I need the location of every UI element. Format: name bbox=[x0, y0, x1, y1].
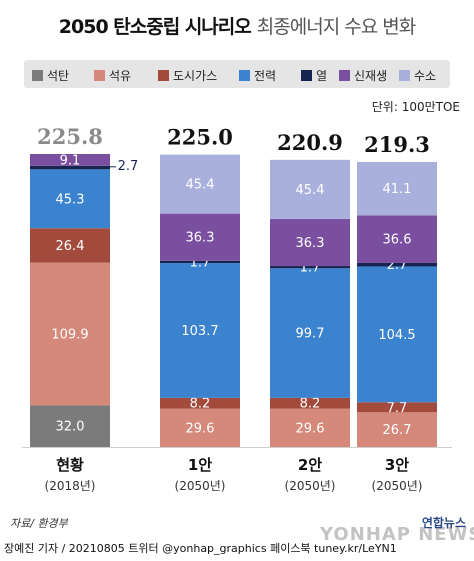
watermark-logo: 연합뉴스 bbox=[421, 516, 466, 530]
data-label: 99.7 bbox=[296, 327, 325, 342]
legend-swatch bbox=[94, 70, 105, 81]
data-label: 9.1 bbox=[60, 153, 81, 168]
bar-segment bbox=[160, 154, 240, 214]
data-label: 45.4 bbox=[296, 183, 325, 198]
data-label: 7.7 bbox=[387, 401, 408, 416]
bar-segment bbox=[30, 153, 110, 166]
bar-segment bbox=[30, 169, 110, 229]
legend-swatch bbox=[301, 70, 312, 81]
data-label: 29.6 bbox=[296, 421, 325, 436]
bar-segment bbox=[270, 397, 350, 409]
bar-segment bbox=[160, 260, 240, 264]
bar-segment bbox=[357, 266, 437, 403]
legend-label: 열 bbox=[316, 69, 328, 83]
legend-label: 석유 bbox=[109, 69, 132, 83]
total-label: 219.3 bbox=[364, 132, 430, 157]
category-label: 3안 bbox=[385, 456, 409, 474]
legend-item-coal: 석탄 bbox=[32, 67, 69, 84]
legend-swatch bbox=[158, 70, 169, 81]
category-label: 현황 bbox=[56, 456, 84, 474]
data-label: 36.6 bbox=[383, 233, 412, 248]
category-sublabel: (2050년) bbox=[175, 479, 226, 493]
data-label: 103.7 bbox=[181, 324, 218, 339]
bar-segment bbox=[270, 159, 350, 219]
bar-segment bbox=[357, 412, 437, 447]
category-sublabel: (2050년) bbox=[285, 479, 336, 493]
bar-segment bbox=[30, 165, 110, 170]
category-sublabel: (2018년) bbox=[45, 479, 96, 493]
bar-segment bbox=[357, 402, 437, 413]
legend-item-heat: 열 bbox=[301, 67, 327, 84]
data-label: 36.3 bbox=[296, 236, 325, 251]
bar-segment bbox=[357, 262, 437, 267]
chart-title-main: 2050 탄소중립 시나리오 bbox=[58, 16, 252, 38]
bar-segment bbox=[270, 266, 350, 269]
bar-segment bbox=[160, 408, 240, 447]
credit-line: 장예진 기자 / 20210805 트위터 @yonhap_graphics 페… bbox=[4, 542, 397, 555]
category-label: 2안 bbox=[298, 456, 322, 474]
legend-swatch bbox=[239, 70, 250, 81]
legend-swatch bbox=[399, 70, 410, 81]
legend-item-city-gas: 도시가스 bbox=[158, 67, 217, 84]
data-label: 32.0 bbox=[56, 420, 85, 435]
data-label: 8.2 bbox=[190, 397, 211, 412]
bar-segment bbox=[357, 161, 437, 216]
data-label: 8.2 bbox=[300, 397, 321, 412]
data-label: 26.4 bbox=[56, 239, 85, 254]
bar-segment bbox=[160, 263, 240, 398]
legend-item-hydrogen: 수소 bbox=[399, 67, 436, 84]
data-label: 41.1 bbox=[383, 182, 412, 197]
legend-label: 수소 bbox=[414, 69, 437, 83]
legend-label: 석탄 bbox=[47, 69, 70, 83]
category-label: 1안 bbox=[188, 456, 212, 474]
data-label: 45.3 bbox=[56, 192, 85, 207]
watermark-text: YONHAP NEWS bbox=[320, 524, 474, 545]
bar-segment bbox=[30, 405, 110, 447]
data-label: 104.5 bbox=[378, 328, 415, 343]
legend-item-renewable: 신재생 bbox=[339, 67, 387, 84]
bar-segment bbox=[30, 228, 110, 263]
data-label: 29.6 bbox=[186, 421, 215, 436]
legend-swatch bbox=[32, 70, 43, 81]
total-label: 220.9 bbox=[277, 130, 343, 155]
data-label: 2.7 bbox=[118, 159, 139, 174]
source-note: 자료/ 환경부 bbox=[10, 517, 68, 530]
bar-segment bbox=[357, 215, 437, 263]
legend-label: 신재생 bbox=[354, 69, 388, 83]
chart-title: 2050 탄소중립 시나리오 최종에너지 수요 변화 bbox=[0, 12, 474, 39]
legend-label: 전력 bbox=[254, 69, 277, 83]
total-label: 225.8 bbox=[37, 124, 103, 149]
legend-label: 도시가스 bbox=[173, 69, 218, 83]
data-label: 45.4 bbox=[186, 178, 215, 193]
data-label: 109.9 bbox=[51, 327, 88, 342]
unit-label: 단위: 100만TOE bbox=[371, 100, 460, 114]
bar-segment bbox=[30, 262, 110, 406]
legend-item-electricity: 전력 bbox=[239, 67, 276, 84]
chart-title-sub: 최종에너지 수요 변화 bbox=[256, 16, 416, 38]
data-label: 36.3 bbox=[186, 231, 215, 246]
total-label: 225.0 bbox=[167, 125, 233, 150]
legend-swatch bbox=[339, 70, 350, 81]
bar-segment bbox=[160, 397, 240, 409]
bar-segment bbox=[160, 213, 240, 261]
legend-item-oil: 석유 bbox=[94, 67, 131, 84]
bar-segment bbox=[270, 408, 350, 447]
category-sublabel: (2050년) bbox=[372, 479, 423, 493]
bar-segment bbox=[270, 218, 350, 267]
bar-segment bbox=[270, 268, 350, 398]
data-label: 26.7 bbox=[383, 423, 412, 438]
legend: 석탄 석유 도시가스 전력 열 신재생 수소 bbox=[24, 60, 450, 88]
